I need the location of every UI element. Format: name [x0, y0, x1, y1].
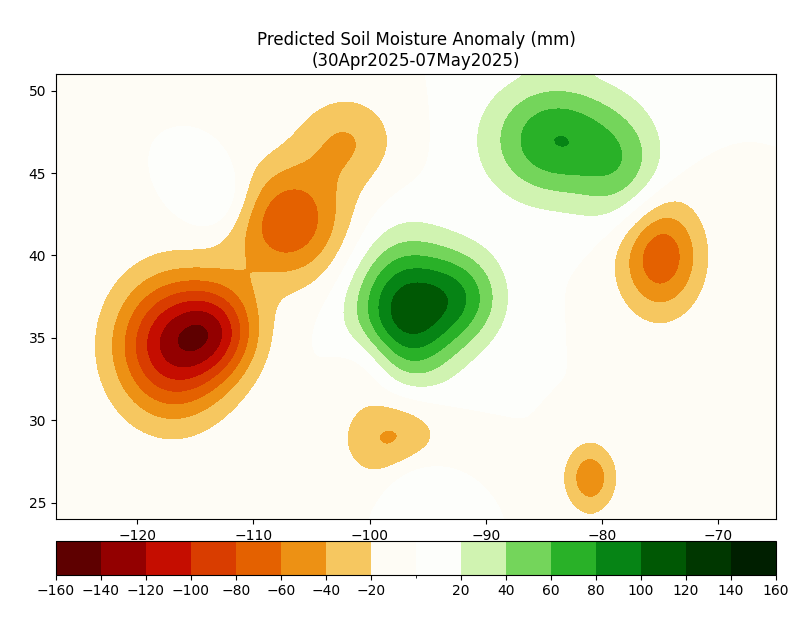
Title: Predicted Soil Moisture Anomaly (mm)
(30Apr2025-07May2025): Predicted Soil Moisture Anomaly (mm) (30… — [257, 31, 575, 70]
